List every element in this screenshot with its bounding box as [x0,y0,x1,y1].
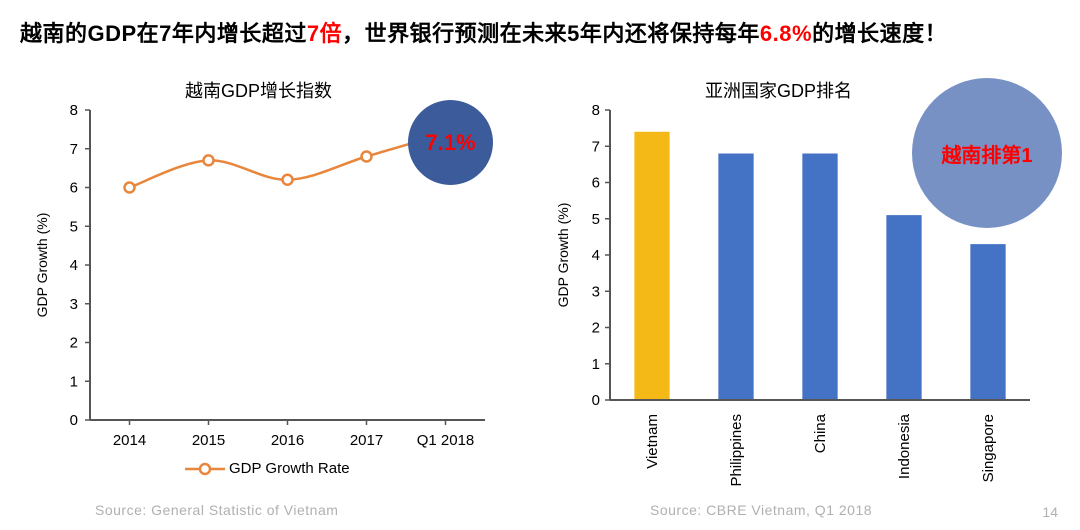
svg-text:0: 0 [70,412,78,429]
svg-text:8: 8 [70,102,78,119]
bar-chart-callout-text: 越南排第1 [941,139,1032,168]
headline: 越南的GDP在7年内增长超过7倍，世界银行预测在未来5年内还将保持每年6.8%的… [20,16,947,48]
svg-text:4: 4 [70,257,78,274]
headline-part3: 的增长速度！ [812,21,947,46]
headline-part2: ，世界银行预测在未来5年内还将保持每年 [342,21,760,46]
line-chart-callout-text: 7.1% [425,130,475,156]
svg-text:Indonesia: Indonesia [896,413,913,479]
svg-text:5: 5 [592,211,600,228]
bar-chart-source: Source: CBRE Vietnam, Q1 2018 [650,502,872,518]
svg-text:Philippines: Philippines [728,414,745,487]
svg-text:1: 1 [592,356,600,373]
svg-text:Q1 2018: Q1 2018 [417,432,475,449]
svg-text:4: 4 [592,247,600,264]
svg-text:6: 6 [592,175,600,192]
svg-text:1: 1 [70,373,78,390]
svg-text:2017: 2017 [350,432,383,449]
svg-text:2016: 2016 [271,432,304,449]
headline-red2: 6.8% [760,21,812,46]
svg-text:2: 2 [70,335,78,352]
bar-chart-callout: 越南排第1 [912,78,1062,228]
headline-part1: 越南的GDP在7年内增长超过 [20,21,307,46]
svg-text:7: 7 [592,138,600,155]
svg-text:7: 7 [70,141,78,158]
svg-text:3: 3 [70,296,78,313]
svg-text:Singapore: Singapore [980,414,997,482]
svg-text:China: China [812,413,829,453]
svg-text:3: 3 [592,283,600,300]
svg-text:2015: 2015 [192,432,225,449]
svg-text:0: 0 [592,392,600,409]
line-chart-legend: GDP Growth Rate [185,460,350,477]
line-chart-legend-label: GDP Growth Rate [229,460,350,477]
line-chart-callout: 7.1% [408,100,493,185]
svg-text:2014: 2014 [113,432,146,449]
svg-text:GDP Growth (%): GDP Growth (%) [34,213,50,318]
svg-text:GDP Growth (%): GDP Growth (%) [555,203,571,308]
svg-text:6: 6 [70,180,78,197]
svg-text:Vietnam: Vietnam [644,414,661,469]
svg-text:8: 8 [592,102,600,119]
page-number: 14 [1042,504,1058,520]
headline-red1: 7倍 [307,21,342,46]
svg-text:5: 5 [70,218,78,235]
svg-text:2: 2 [592,320,600,337]
line-chart-source: Source: General Statistic of Vietnam [95,502,338,518]
